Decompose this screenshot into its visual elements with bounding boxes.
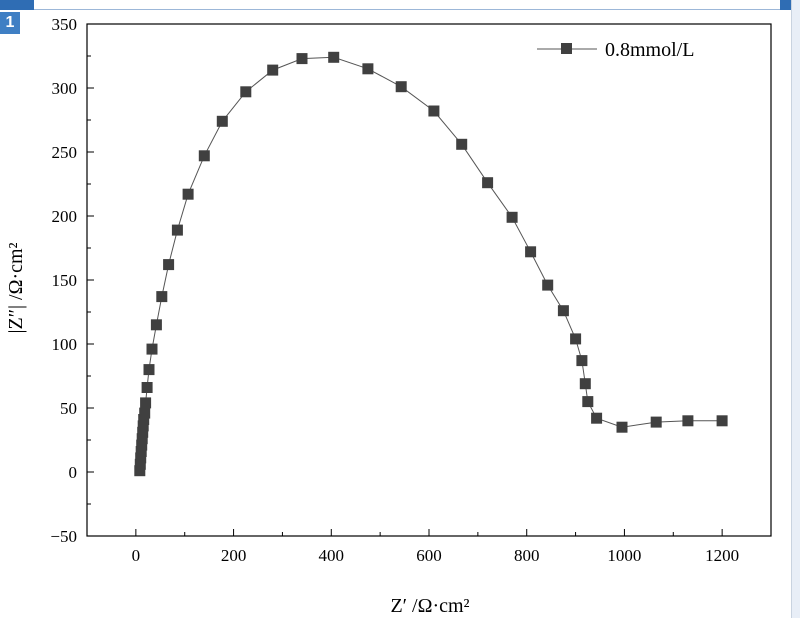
- data-point: [296, 53, 308, 65]
- data-point: [135, 452, 147, 464]
- y-tick-label: 150: [52, 271, 78, 290]
- data-point: [267, 64, 279, 76]
- data-point: [136, 439, 148, 451]
- scrollbar-edge[interactable]: [791, 0, 800, 618]
- title-bar-strip: [34, 0, 780, 10]
- axis-ticks: 0 200 400 600 800 1000 1200 −50 0 50 100 150 200 250 3…: [50, 15, 772, 565]
- x-tick-label: 200: [221, 546, 247, 565]
- data-point: [362, 63, 374, 75]
- data-point: [163, 259, 175, 271]
- data-point: [616, 421, 628, 433]
- data-point: [156, 291, 168, 303]
- data-point: [525, 246, 537, 258]
- data-point: [650, 416, 662, 428]
- data-point: [506, 211, 518, 223]
- y-tick-label: 200: [52, 207, 78, 226]
- data-point: [134, 458, 146, 470]
- data-point: [591, 412, 603, 424]
- data-point: [182, 188, 194, 200]
- y-tick-label: −50: [50, 527, 77, 546]
- y-tick-label: 300: [52, 79, 78, 98]
- y-tick-label: 50: [60, 399, 77, 418]
- data-point: [136, 433, 148, 445]
- x-tick-label: 400: [319, 546, 345, 565]
- data-point: [137, 420, 149, 432]
- legend: 0.8mmol/L: [537, 39, 694, 61]
- legend-marker: [561, 43, 572, 54]
- y-tick-label: 0: [69, 463, 78, 482]
- data-point: [140, 397, 152, 409]
- data-point: [139, 407, 151, 419]
- data-point: [198, 150, 210, 162]
- plot-frame: [86, 23, 772, 537]
- data-point: [135, 446, 147, 457]
- y-axis-title: |Z″| /Ω·cm²: [5, 242, 27, 333]
- data-point: [171, 224, 183, 236]
- data-point: [134, 465, 146, 477]
- data-point: [141, 382, 153, 393]
- window-title-bar: [0, 0, 800, 10]
- data-point: [143, 364, 155, 376]
- x-axis-title: Z′ /Ω·cm²: [390, 595, 469, 617]
- page-number-badge[interactable]: 1: [0, 12, 20, 34]
- x-tick-label: 600: [416, 546, 442, 565]
- data-point: [456, 138, 468, 150]
- x-tick-label: 0: [132, 546, 141, 565]
- y-tick-label: 250: [52, 143, 78, 162]
- data-point: [328, 51, 340, 63]
- data-point: [542, 279, 554, 291]
- y-tick-label: 350: [52, 15, 78, 34]
- data-point: [579, 378, 591, 390]
- data-point: [716, 415, 728, 427]
- data-point: [428, 105, 440, 117]
- data-point: [682, 415, 694, 427]
- data-points: [134, 51, 728, 477]
- x-tick-label: 800: [514, 546, 540, 565]
- x-tick-label: 1000: [607, 546, 641, 565]
- data-point: [576, 355, 588, 367]
- data-point: [395, 81, 407, 93]
- data-point: [150, 319, 162, 331]
- x-tick-label: 1200: [705, 546, 739, 565]
- data-point: [146, 343, 158, 355]
- data-point: [582, 396, 594, 408]
- data-point: [137, 426, 149, 438]
- y-tick-label: 100: [52, 335, 78, 354]
- data-point: [138, 414, 150, 425]
- data-point: [557, 305, 569, 317]
- legend-label: 0.8mmol/L: [605, 39, 694, 61]
- data-point: [482, 177, 494, 189]
- data-point: [240, 86, 252, 98]
- data-point: [216, 115, 228, 127]
- data-point: [570, 333, 582, 345]
